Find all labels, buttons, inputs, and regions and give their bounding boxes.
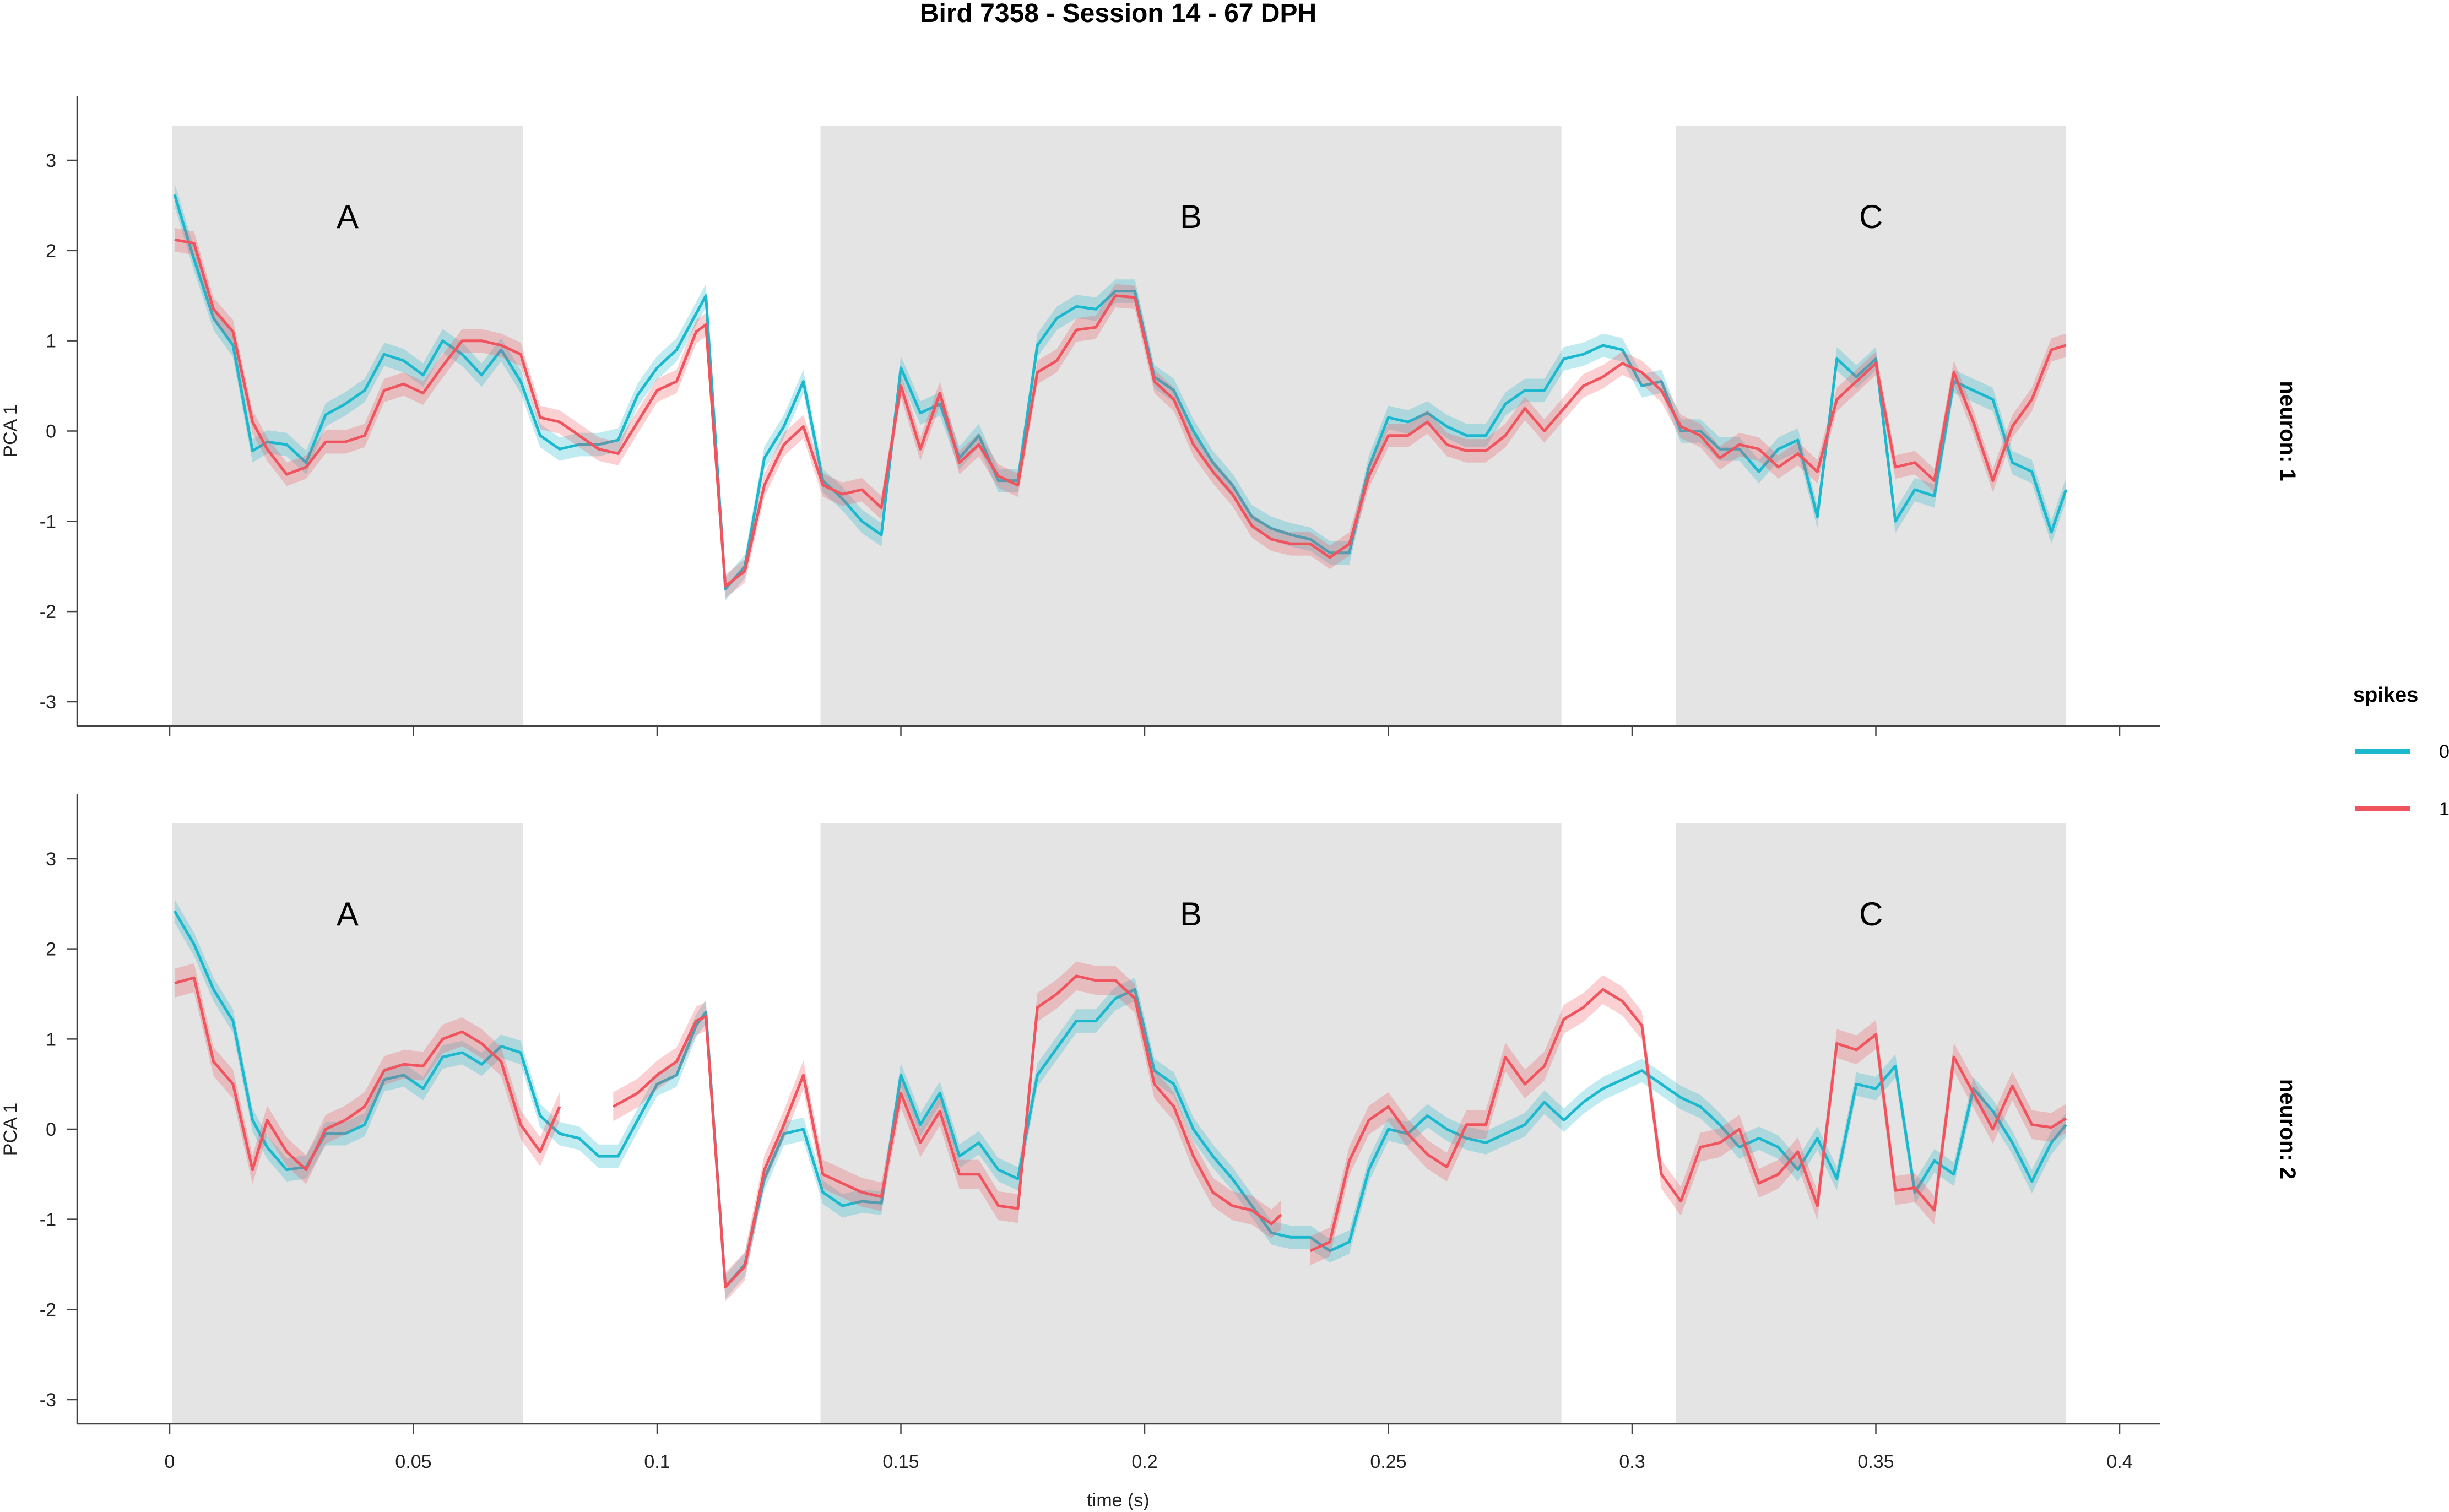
chart-title: Bird 7358 - Session 14 - 67 DPH: [920, 0, 1316, 28]
legend-title: spikes: [2353, 684, 2418, 707]
y-tick-label: 2: [46, 939, 56, 960]
facet-label-2: neuron: 2: [2275, 1079, 2300, 1179]
x-tick-label: 0.3: [1619, 1451, 1645, 1472]
region-label-b: B: [1180, 198, 1202, 235]
ribbon-spikes-1: [174, 227, 2066, 598]
facet-label-1: neuron: 1: [2275, 381, 2300, 481]
line-spikes-1: [613, 974, 1282, 1288]
line-spikes-0: [173, 910, 2067, 1288]
y-tick-label: 0: [46, 1119, 56, 1140]
y-axis-title: PCA 1: [0, 404, 21, 457]
region-label-c: C: [1859, 896, 1883, 933]
region-label-a: A: [337, 896, 359, 933]
line-spikes-1: [1309, 988, 2067, 1253]
x-tick-label: 0.4: [2106, 1451, 2132, 1472]
region-label-a: A: [337, 198, 359, 235]
y-tick-label: -3: [40, 692, 56, 713]
y-tick-label: -3: [40, 1390, 56, 1411]
line-spikes-0: [173, 194, 2068, 590]
y-tick-label: 3: [46, 849, 56, 870]
legend-label-0: 0: [2439, 741, 2449, 762]
legend-label-1: 1: [2439, 799, 2449, 820]
panel-1: A B C 3 2 1 0 -1 -2 -3 PCA 1 neuron: 1: [0, 96, 2300, 736]
x-tick-label: 0.2: [1131, 1451, 1157, 1472]
facet-panels: A B C 3 2 1 0 -1 -2 -3 PCA 1 neuron: 1 A B C 3 2 1 0 -1 -2 -3…: [0, 96, 2300, 1472]
x-axis-title: time (s): [1087, 1490, 1149, 1511]
y-tick-label: -1: [40, 1210, 56, 1231]
ribbon-spikes-1: [174, 963, 560, 1184]
y-tick-label: -2: [40, 601, 56, 622]
y-tick-label: -2: [40, 1299, 56, 1320]
x-tick-label: 0: [165, 1451, 175, 1472]
region-a: [172, 126, 523, 726]
region-a: [172, 823, 523, 1424]
x-tick-label: 0.35: [1857, 1451, 1894, 1472]
y-tick-label: 0: [46, 421, 56, 442]
legend: spikes 0 1: [2353, 684, 2449, 820]
line-spikes-1: [174, 238, 2067, 588]
y-tick-label: 1: [46, 331, 56, 352]
y-tick-label: 2: [46, 241, 56, 262]
region-label-b: B: [1180, 896, 1202, 933]
y-axis-title: PCA 1: [0, 1103, 21, 1156]
line-spikes-1: [174, 976, 561, 1172]
x-tick-label: 0.1: [644, 1451, 670, 1472]
x-tick-label: 0.25: [1370, 1451, 1406, 1472]
region-label-c: C: [1859, 198, 1883, 235]
ribbon-spikes-0: [174, 899, 2066, 1299]
panel-2: A B C 3 2 1 0 -1 -2 -3 0 0.05 0.1 0.15 0.2 0.25 0.3 0.35 0…: [0, 794, 2300, 1472]
x-tick-label: 0.05: [395, 1451, 431, 1472]
y-tick-label: 1: [46, 1029, 56, 1050]
y-tick-label: -1: [40, 511, 56, 532]
y-tick-label: 3: [46, 150, 56, 171]
x-tick-label: 0.15: [882, 1451, 919, 1472]
